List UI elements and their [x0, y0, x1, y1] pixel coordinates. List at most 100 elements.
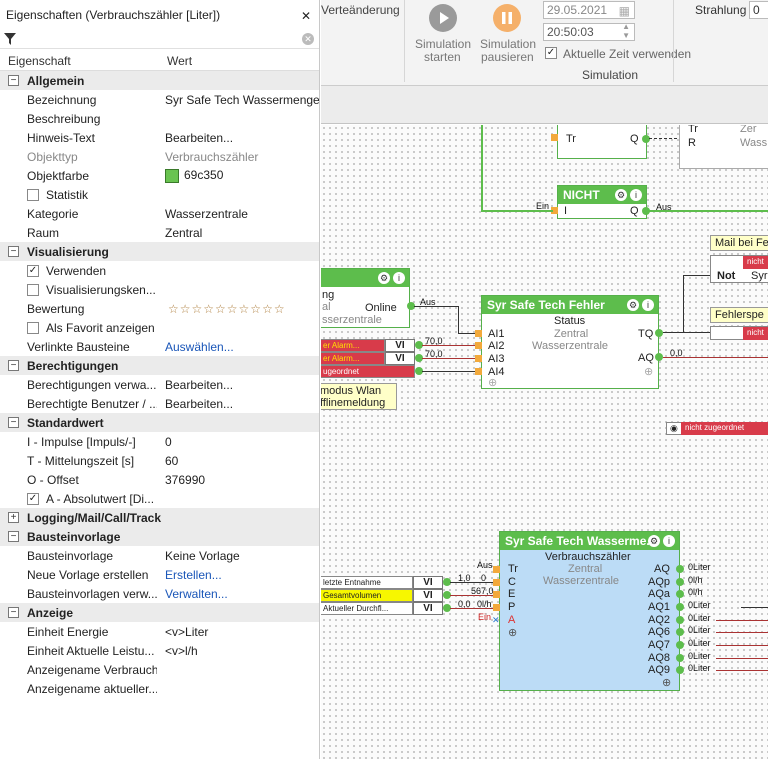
- statistik-checkbox[interactable]: [27, 188, 39, 201]
- output-pin[interactable]: [443, 604, 451, 612]
- output-pin[interactable]: [676, 666, 684, 674]
- output-pin[interactable]: [642, 207, 650, 215]
- prop-value-link[interactable]: Auswählen...: [165, 339, 234, 354]
- prop-value-link[interactable]: Verwalten...: [165, 586, 228, 601]
- block-mail[interactable]: nicht Not Syr: [710, 255, 768, 283]
- block-nicht-zugeordnet[interactable]: ◉ nicht zugeordnet: [666, 422, 768, 435]
- clear-filter-icon[interactable]: ✕: [302, 33, 314, 45]
- absolut-checkbox[interactable]: ✓: [27, 492, 39, 505]
- input-pin[interactable]: [493, 604, 500, 611]
- prop-objektfarbe[interactable]: Objektfarbe 69c350: [0, 166, 319, 185]
- output-pin[interactable]: [642, 135, 650, 143]
- wlan-note[interactable]: modus Wlan fflinemeldung: [321, 383, 397, 410]
- prop-berverw[interactable]: Berechtigungen verwa... Bearbeiten...: [0, 375, 319, 394]
- prop-favorit[interactable]: Als Favorit anzeigen: [0, 318, 319, 337]
- add-pin-icon[interactable]: ⊕: [508, 627, 518, 639]
- block-fehler-out[interactable]: nicht: [710, 326, 768, 340]
- output-pin[interactable]: [443, 578, 451, 586]
- info-icon[interactable]: i: [642, 299, 654, 311]
- color-swatch[interactable]: [165, 168, 179, 183]
- prop-value[interactable]: Wasserzentrale: [165, 206, 248, 221]
- prop-offset[interactable]: O - Offset 376990: [0, 470, 319, 489]
- pause-icon[interactable]: [493, 4, 521, 32]
- expand-icon[interactable]: +: [8, 512, 19, 523]
- add-pin-icon[interactable]: ⊕: [488, 377, 498, 389]
- aktuelle-zeit-checkbox[interactable]: ✓: [545, 47, 557, 59]
- collapse-icon[interactable]: −: [8, 417, 19, 428]
- block-syr-wassermenge[interactable]: Syr Safe Tech Wasserme... ⚙ i Verbrauchsz…: [499, 531, 680, 691]
- prop-value[interactable]: 69c350: [165, 168, 223, 183]
- input-pin[interactable]: [551, 134, 558, 141]
- spinner-icon[interactable]: ▲ ▼: [622, 22, 630, 40]
- output-pin[interactable]: [415, 354, 423, 362]
- sim-start-label-2[interactable]: starten: [424, 50, 461, 64]
- prop-value[interactable]: 376990: [165, 472, 206, 487]
- prop-einheit-leistung[interactable]: Einheit Aktuelle Leistu... <v>l/h: [0, 641, 319, 660]
- prop-value[interactable]: Keine Vorlage: [165, 548, 240, 563]
- prop-value[interactable]: 0: [165, 434, 172, 449]
- output-pin[interactable]: [676, 578, 684, 586]
- category-anzeige[interactable]: − Anzeige: [0, 603, 319, 622]
- prop-value[interactable]: Bearbeiten...: [165, 130, 234, 145]
- prop-verwenden[interactable]: ✓ Verwenden: [0, 261, 319, 280]
- prop-value-link[interactable]: Erstellen...: [165, 567, 222, 582]
- close-icon[interactable]: ✕: [300, 9, 311, 23]
- output-pin[interactable]: [676, 654, 684, 662]
- sim-start-label[interactable]: Simulation: [415, 37, 472, 51]
- block-top-left[interactable]: Tr Q: [557, 125, 647, 159]
- rating-stars[interactable]: ☆☆☆☆☆☆☆☆☆☆: [168, 301, 286, 316]
- filter-icon[interactable]: [4, 33, 16, 45]
- collapse-icon[interactable]: −: [8, 246, 19, 257]
- info-icon[interactable]: i: [393, 272, 405, 284]
- time-input[interactable]: 20:50:03 ▲ ▼: [543, 22, 635, 41]
- prop-anz-aktuell[interactable]: Anzeigename aktueller...: [0, 679, 319, 698]
- input-gesamtvolumen[interactable]: Gesamtvolumen: [321, 589, 413, 602]
- block-nicht[interactable]: NICHT ⚙ i I Q: [557, 185, 647, 219]
- sim-pause-label[interactable]: Simulation: [480, 37, 537, 51]
- calendar-icon[interactable]: ▦: [618, 4, 630, 18]
- mail-note[interactable]: Mail bei Fe: [710, 235, 768, 251]
- add-pin-icon[interactable]: ⊕: [644, 366, 654, 378]
- radio-icon[interactable]: ◉: [670, 423, 678, 433]
- category-visualisierung[interactable]: − Visualisierung: [0, 242, 319, 261]
- prop-absolut[interactable]: ✓ A - Absolutwert [Di...: [0, 489, 319, 508]
- category-bausteinvorlage[interactable]: − Bausteinvorlage: [0, 527, 319, 546]
- wertaenderung-label[interactable]: Verteänderung: [321, 3, 400, 17]
- collapse-icon[interactable]: −: [8, 75, 19, 86]
- input-letzte-entnahme[interactable]: letzte Entnahme: [321, 576, 413, 589]
- gear-icon[interactable]: ⚙: [615, 189, 627, 201]
- category-berechtigungen[interactable]: − Berechtigungen: [0, 356, 319, 375]
- gear-icon[interactable]: ⚙: [648, 535, 660, 547]
- output-pin[interactable]: [676, 603, 684, 611]
- input-pin[interactable]: [493, 579, 500, 586]
- viskenn-checkbox[interactable]: [27, 283, 39, 296]
- input-alarm-2[interactable]: er Alarm...: [321, 352, 385, 365]
- prop-value[interactable]: Syr Safe Tech Wassermenge: [165, 92, 320, 107]
- output-pin[interactable]: [676, 616, 684, 624]
- prop-berben[interactable]: Berechtigte Benutzer / ... Bearbeiten...: [0, 394, 319, 413]
- prop-einheit-energie[interactable]: Einheit Energie <v>Liter: [0, 622, 319, 641]
- column-value[interactable]: Wert: [167, 54, 193, 68]
- info-icon[interactable]: i: [630, 189, 642, 201]
- aktuelle-zeit-label[interactable]: Aktuelle Zeit verwenden: [563, 47, 692, 61]
- prop-bvverw[interactable]: Bausteinvorlagen verw... Verwalten...: [0, 584, 319, 603]
- prop-value[interactable]: <v>l/h: [165, 643, 198, 658]
- logic-canvas[interactable]: Tr Q Tr Zer R Wass NICHT ⚙ i I Q Ein Aus …: [321, 125, 768, 759]
- block-syr-fehler[interactable]: Syr Safe Tech Fehler ⚙ i Status Zentral W…: [481, 295, 659, 389]
- prop-value[interactable]: Zentral: [165, 225, 203, 240]
- output-pin[interactable]: [676, 590, 684, 598]
- prop-bvorlage[interactable]: Bausteinvorlage Keine Vorlage: [0, 546, 319, 565]
- verwenden-checkbox[interactable]: ✓: [27, 264, 39, 277]
- input-pin[interactable]: [493, 591, 500, 598]
- input-pin[interactable]: [475, 355, 482, 362]
- prop-neuevorlage[interactable]: Neue Vorlage erstellen Erstellen...: [0, 565, 319, 584]
- prop-mittelung[interactable]: T - Mittelungszeit [s] 60: [0, 451, 319, 470]
- input-pin[interactable]: [551, 207, 558, 214]
- input-alarm-1[interactable]: er Alarm...: [321, 339, 385, 352]
- output-pin[interactable]: [407, 302, 415, 310]
- input-pin[interactable]: [475, 368, 482, 375]
- prop-bewertung[interactable]: Bewertung ☆☆☆☆☆☆☆☆☆☆: [0, 299, 319, 318]
- prop-verlinkt[interactable]: Verlinkte Bausteine Auswählen...: [0, 337, 319, 356]
- input-pin[interactable]: [475, 342, 482, 349]
- column-property[interactable]: Eigenschaft: [8, 54, 71, 68]
